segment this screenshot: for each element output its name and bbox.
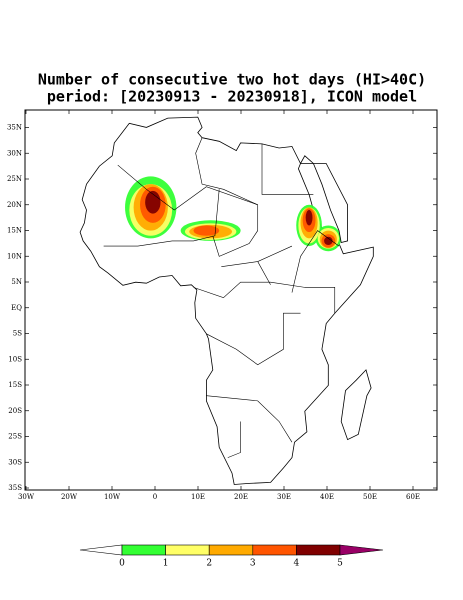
longitude-label: 50E [363, 493, 377, 501]
country-border [257, 261, 271, 285]
longitude-label: 20W [61, 493, 78, 501]
latitude-label: 20N [7, 201, 22, 209]
longitude-label: 60E [406, 493, 420, 501]
colorbar-tick-label: 0 [119, 559, 125, 569]
longitude-label: 40E [320, 493, 334, 501]
colorbar-tick-label: 1 [163, 559, 169, 569]
longitude-label: 30W [18, 493, 35, 501]
latitude-label: 5N [11, 278, 22, 286]
colorbar-segment [252, 544, 297, 556]
colorbar-over [339, 544, 384, 556]
country-border [227, 421, 241, 458]
longitude-label: 20E [234, 493, 248, 501]
country-border [291, 230, 340, 293]
longitude-label: 10W [104, 493, 121, 501]
longitude-label: 0 [153, 493, 157, 501]
latitude-label: 15N [7, 227, 22, 235]
latitude-label: 10N [7, 252, 22, 260]
colorbar-segment [208, 544, 254, 556]
country-border [206, 312, 301, 366]
latitude-label: 35N [7, 124, 22, 132]
colorbar-tick-label: 3 [250, 559, 256, 569]
colorbar-segment [296, 544, 341, 556]
latitude-label: 30S [8, 458, 22, 466]
latitude-label: EQ [11, 304, 22, 312]
latitude-label: 25N [7, 175, 22, 183]
hot-area-5 [324, 236, 333, 246]
madagascar-land [340, 369, 372, 441]
hot-area-5 [305, 209, 313, 226]
land-layer [79, 116, 374, 485]
latitude-label: 35S [8, 484, 22, 492]
colorbar-segment [121, 544, 166, 556]
colorbar-tick-label: 4 [294, 559, 300, 569]
colorbar-segment [165, 544, 210, 556]
hot-area-4 [193, 225, 220, 236]
longitude-label: 30E [277, 493, 291, 501]
country-border [206, 395, 293, 443]
latitude-label: 15S [8, 381, 22, 389]
country-border [193, 281, 336, 314]
country-border [103, 189, 220, 247]
latitude-label: 25S [8, 433, 22, 441]
colorbar-tick-label: 2 [206, 559, 212, 569]
country-border [261, 143, 314, 195]
colorbar-tick-label: 5 [337, 559, 343, 569]
map-frame [24, 109, 438, 491]
country-border [195, 137, 258, 206]
title-line-1: Number of consecutive two hot days (HI>4… [38, 71, 426, 89]
latitude-label: 10S [8, 355, 22, 363]
hot-area-5 [145, 190, 161, 214]
arabia-land [299, 155, 348, 243]
latitude-label: 30N [7, 149, 22, 157]
country-border [221, 245, 293, 268]
latitude-label: 5S [13, 330, 22, 338]
latitude-label: 20S [8, 407, 22, 415]
longitude-label: 10E [191, 493, 205, 501]
title-line-2: period: [20230913 - 20230918], ICON mode… [47, 88, 417, 106]
